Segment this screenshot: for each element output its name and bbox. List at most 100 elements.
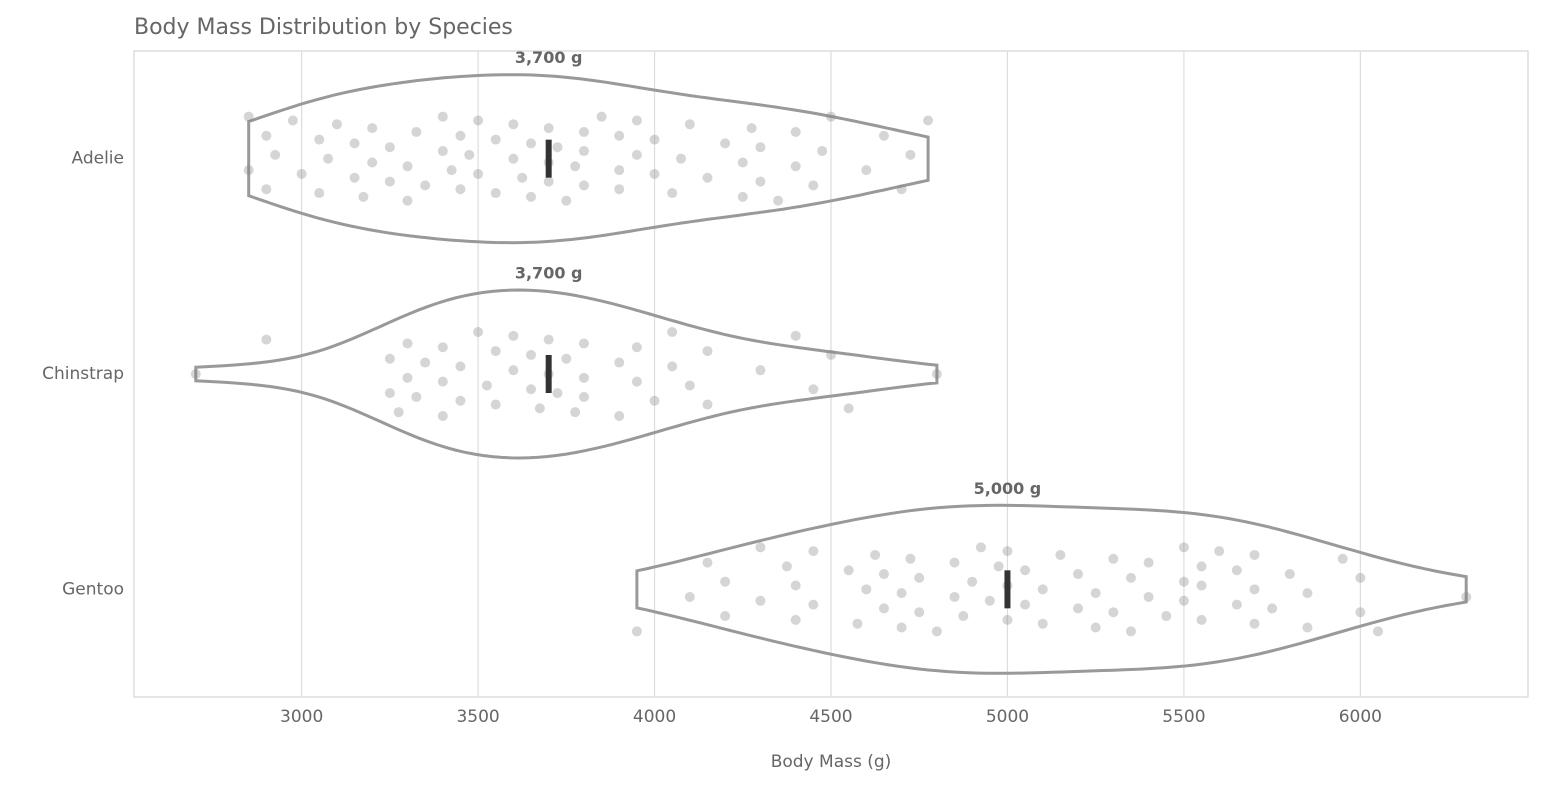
x-tick-label: 3500 — [456, 707, 499, 727]
data-point — [393, 407, 404, 418]
data-point — [552, 388, 563, 399]
data-point — [826, 111, 836, 122]
data-point — [384, 176, 395, 187]
data-point — [905, 553, 916, 564]
data-point — [1037, 584, 1048, 595]
data-point — [843, 565, 854, 576]
data-point — [649, 134, 660, 145]
data-point — [490, 188, 501, 199]
data-point — [667, 327, 678, 337]
data-point — [790, 580, 801, 591]
data-point — [1267, 603, 1278, 614]
data-point — [755, 542, 766, 553]
data-point — [1249, 549, 1260, 560]
data-point — [331, 119, 342, 130]
median-bar — [1004, 570, 1011, 609]
data-point — [490, 134, 501, 145]
data-point — [746, 123, 757, 134]
data-point — [861, 584, 872, 595]
data-point — [949, 591, 960, 602]
data-point — [755, 142, 766, 153]
data-point — [578, 126, 589, 137]
data-point — [1108, 553, 1119, 564]
median-label: 3,700 g — [515, 48, 583, 67]
data-point — [296, 168, 307, 179]
data-point — [949, 557, 960, 568]
data-point — [1178, 576, 1189, 587]
data-point — [878, 569, 889, 580]
data-point — [437, 411, 448, 421]
data-point — [808, 384, 819, 395]
data-point — [437, 146, 448, 157]
data-point — [1355, 607, 1366, 618]
data-point — [402, 338, 413, 349]
data-point — [552, 142, 563, 153]
violin — [247, 73, 930, 245]
data-point — [870, 549, 881, 560]
violin — [194, 288, 939, 460]
data-point — [287, 115, 298, 126]
data-point — [1055, 549, 1066, 560]
data-point — [570, 161, 581, 172]
data-point — [1337, 553, 1348, 564]
data-point — [190, 369, 201, 379]
data-point — [755, 595, 766, 606]
data-point — [1143, 557, 1154, 568]
data-point — [1302, 622, 1313, 633]
data-point — [314, 188, 325, 199]
data-point — [578, 146, 589, 157]
data-point — [384, 388, 395, 399]
data-point — [411, 391, 422, 402]
data-point — [1002, 546, 1013, 557]
data-point — [384, 142, 395, 153]
data-point — [1108, 607, 1119, 618]
data-point — [270, 149, 281, 160]
data-point — [781, 561, 792, 572]
data-point — [411, 126, 422, 137]
data-point — [349, 138, 360, 149]
data-point — [1125, 572, 1136, 583]
data-point — [473, 327, 484, 337]
data-point — [1231, 599, 1242, 610]
data-point — [667, 361, 678, 372]
data-point — [437, 342, 448, 353]
data-point — [1037, 618, 1048, 629]
data-point — [896, 622, 907, 633]
data-point — [1196, 580, 1207, 591]
data-point — [526, 191, 537, 202]
data-point — [517, 172, 528, 183]
data-point — [561, 195, 572, 206]
data-point — [384, 353, 395, 364]
data-point — [720, 611, 731, 622]
data-point — [534, 403, 545, 414]
data-point — [508, 153, 519, 164]
median-bar — [545, 355, 552, 393]
data-point — [1302, 588, 1313, 599]
data-point — [878, 603, 889, 614]
x-tick-label: 6000 — [1339, 707, 1382, 727]
data-point — [975, 542, 986, 553]
data-point — [1020, 599, 1031, 610]
data-point — [755, 176, 766, 187]
data-point — [1231, 565, 1242, 576]
data-point — [490, 399, 501, 410]
data-point — [561, 353, 572, 364]
data-point — [402, 195, 413, 206]
data-point — [543, 334, 554, 345]
data-point — [684, 380, 695, 391]
data-point — [993, 561, 1004, 572]
data-point — [543, 123, 554, 134]
data-point — [826, 349, 836, 360]
data-point — [261, 184, 272, 195]
data-point — [773, 195, 784, 206]
data-point — [684, 119, 695, 130]
data-point — [720, 138, 731, 149]
data-point — [878, 130, 889, 141]
data-point — [631, 376, 642, 387]
data-point — [790, 126, 801, 137]
data-point — [667, 188, 678, 199]
x-axis-label: Body Mass (g) — [771, 752, 892, 772]
data-point — [446, 165, 457, 176]
data-point — [1090, 622, 1101, 633]
data-point — [1002, 614, 1013, 625]
